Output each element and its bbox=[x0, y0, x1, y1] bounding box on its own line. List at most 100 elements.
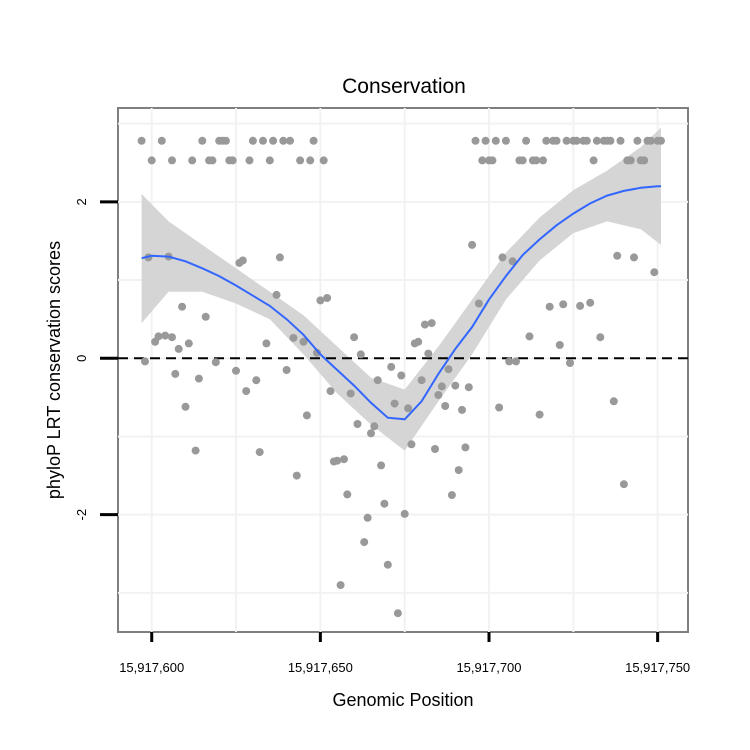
data-point bbox=[491, 136, 500, 145]
data-point bbox=[505, 357, 514, 366]
data-point bbox=[481, 136, 490, 145]
data-point bbox=[141, 357, 149, 366]
data-point bbox=[181, 402, 190, 411]
data-point bbox=[542, 136, 551, 145]
y-tick-label: 0 bbox=[74, 355, 89, 362]
x-tick-label: 15,917,700 bbox=[456, 660, 521, 675]
data-point bbox=[427, 319, 436, 328]
data-point bbox=[306, 156, 315, 165]
data-point bbox=[566, 359, 574, 367]
data-point bbox=[404, 404, 413, 413]
data-point bbox=[255, 448, 264, 457]
data-point bbox=[545, 302, 554, 311]
data-point bbox=[360, 538, 369, 547]
data-point bbox=[336, 581, 345, 590]
data-point bbox=[508, 257, 517, 266]
x-tick-label: 15,917,650 bbox=[288, 660, 353, 675]
y-axis-title: phyloP LRT conservation scores bbox=[44, 241, 64, 499]
data-point bbox=[373, 376, 382, 385]
x-tick-label: 15,917,600 bbox=[119, 660, 184, 675]
data-point bbox=[397, 371, 406, 380]
data-point bbox=[400, 509, 409, 518]
data-point bbox=[592, 136, 601, 145]
x-tick-label: 15,917,750 bbox=[625, 660, 690, 675]
data-point bbox=[228, 156, 237, 165]
data-point bbox=[171, 369, 180, 378]
data-point bbox=[451, 381, 460, 390]
data-point bbox=[633, 136, 642, 145]
data-point bbox=[191, 446, 200, 455]
data-point bbox=[619, 480, 628, 489]
data-point bbox=[333, 456, 342, 465]
data-point bbox=[157, 136, 166, 145]
data-point bbox=[420, 320, 429, 329]
data-point bbox=[454, 466, 463, 475]
data-point bbox=[168, 156, 176, 165]
data-point bbox=[248, 136, 257, 145]
data-point bbox=[390, 399, 399, 408]
data-point bbox=[367, 429, 375, 438]
data-point bbox=[346, 389, 355, 398]
data-point bbox=[356, 350, 365, 359]
data-point bbox=[296, 156, 305, 165]
data-point bbox=[137, 136, 146, 145]
data-point bbox=[265, 156, 274, 165]
data-point bbox=[393, 609, 402, 618]
data-point bbox=[474, 299, 483, 308]
data-point bbox=[613, 251, 622, 260]
x-axis: 15,917,600 15,917,650 15,917,700 15,917,750 bbox=[119, 632, 690, 675]
data-point bbox=[434, 391, 443, 399]
data-point bbox=[498, 253, 507, 262]
data-point bbox=[562, 136, 571, 145]
data-point bbox=[589, 156, 598, 165]
data-point bbox=[488, 156, 497, 165]
y-tick-label: 2 bbox=[74, 198, 89, 205]
data-point bbox=[313, 348, 321, 357]
confidence-band bbox=[141, 127, 662, 451]
data-point bbox=[431, 445, 439, 453]
data-point bbox=[414, 337, 423, 346]
data-point bbox=[559, 300, 568, 309]
data-point bbox=[478, 156, 487, 165]
data-point bbox=[539, 156, 547, 165]
data-point bbox=[606, 136, 615, 145]
data-point bbox=[525, 332, 534, 341]
data-point bbox=[194, 374, 203, 383]
data-point bbox=[279, 136, 288, 145]
data-point bbox=[343, 490, 352, 499]
data-point bbox=[353, 420, 362, 428]
data-point bbox=[555, 341, 564, 349]
data-point bbox=[640, 156, 649, 165]
data-point bbox=[289, 333, 298, 342]
data-point bbox=[518, 156, 527, 165]
data-point bbox=[326, 387, 335, 396]
data-point bbox=[380, 499, 389, 508]
data-point bbox=[272, 290, 281, 299]
data-point bbox=[441, 402, 450, 410]
data-point bbox=[464, 383, 473, 392]
data-point bbox=[221, 136, 230, 145]
data-point bbox=[657, 136, 665, 145]
data-point bbox=[252, 376, 261, 385]
data-point bbox=[576, 301, 585, 310]
data-point bbox=[147, 156, 156, 165]
data-point bbox=[319, 156, 328, 165]
data-point bbox=[275, 253, 284, 262]
data-point bbox=[461, 443, 470, 452]
data-point bbox=[309, 136, 318, 145]
x-axis-title: Genomic Position bbox=[332, 690, 473, 710]
data-point bbox=[468, 240, 477, 249]
data-point bbox=[417, 376, 426, 385]
data-point bbox=[154, 332, 163, 341]
data-point bbox=[447, 491, 456, 500]
data-point bbox=[535, 410, 544, 419]
data-point bbox=[407, 440, 416, 449]
data-point bbox=[299, 337, 308, 346]
data-point bbox=[302, 411, 311, 420]
data-point bbox=[174, 344, 183, 353]
data-point bbox=[259, 136, 267, 145]
data-point bbox=[211, 358, 220, 367]
data-point bbox=[208, 156, 217, 165]
data-point bbox=[501, 136, 510, 145]
